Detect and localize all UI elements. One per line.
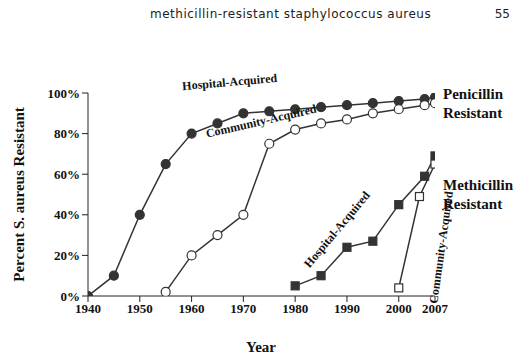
svg-text:Hospital-Acquired: Hospital-Acquired (182, 71, 278, 93)
svg-text:1980: 1980 (282, 301, 308, 316)
svg-text:100%: 100% (48, 86, 81, 101)
svg-text:methicillin-resistant staphylo: methicillin-resistant staphylococcus aur… (150, 7, 431, 21)
svg-text:1940: 1940 (75, 301, 101, 317)
svg-text:Hospital-Acquired: Hospital-Acquired (301, 188, 373, 270)
svg-text:55: 55 (495, 7, 510, 21)
svg-text:1990: 1990 (334, 301, 360, 316)
svg-text:1960: 1960 (179, 301, 205, 316)
svg-text:1950: 1950 (127, 301, 153, 316)
svg-text:60%: 60% (54, 167, 80, 182)
svg-text:Year: Year (246, 339, 276, 355)
svg-text:2007: 2007 (422, 301, 449, 316)
svg-text:0%: 0% (61, 289, 81, 304)
svg-text:MethicillinResistant: MethicillinResistant (443, 177, 514, 212)
svg-text:80%: 80% (54, 126, 80, 141)
svg-text:20%: 20% (54, 248, 80, 263)
svg-text:40%: 40% (54, 207, 80, 222)
svg-text:1970: 1970 (230, 301, 256, 316)
svg-text:Community-Acquired: Community-Acquired (204, 101, 318, 140)
svg-text:Community-Acquired: Community-Acquired (426, 190, 456, 304)
svg-text:2000: 2000 (386, 301, 412, 316)
svg-text:PenicillinResistant: PenicillinResistant (443, 86, 504, 121)
svg-text:Percent S. aureus Resistant: Percent S. aureus Resistant (11, 107, 27, 281)
